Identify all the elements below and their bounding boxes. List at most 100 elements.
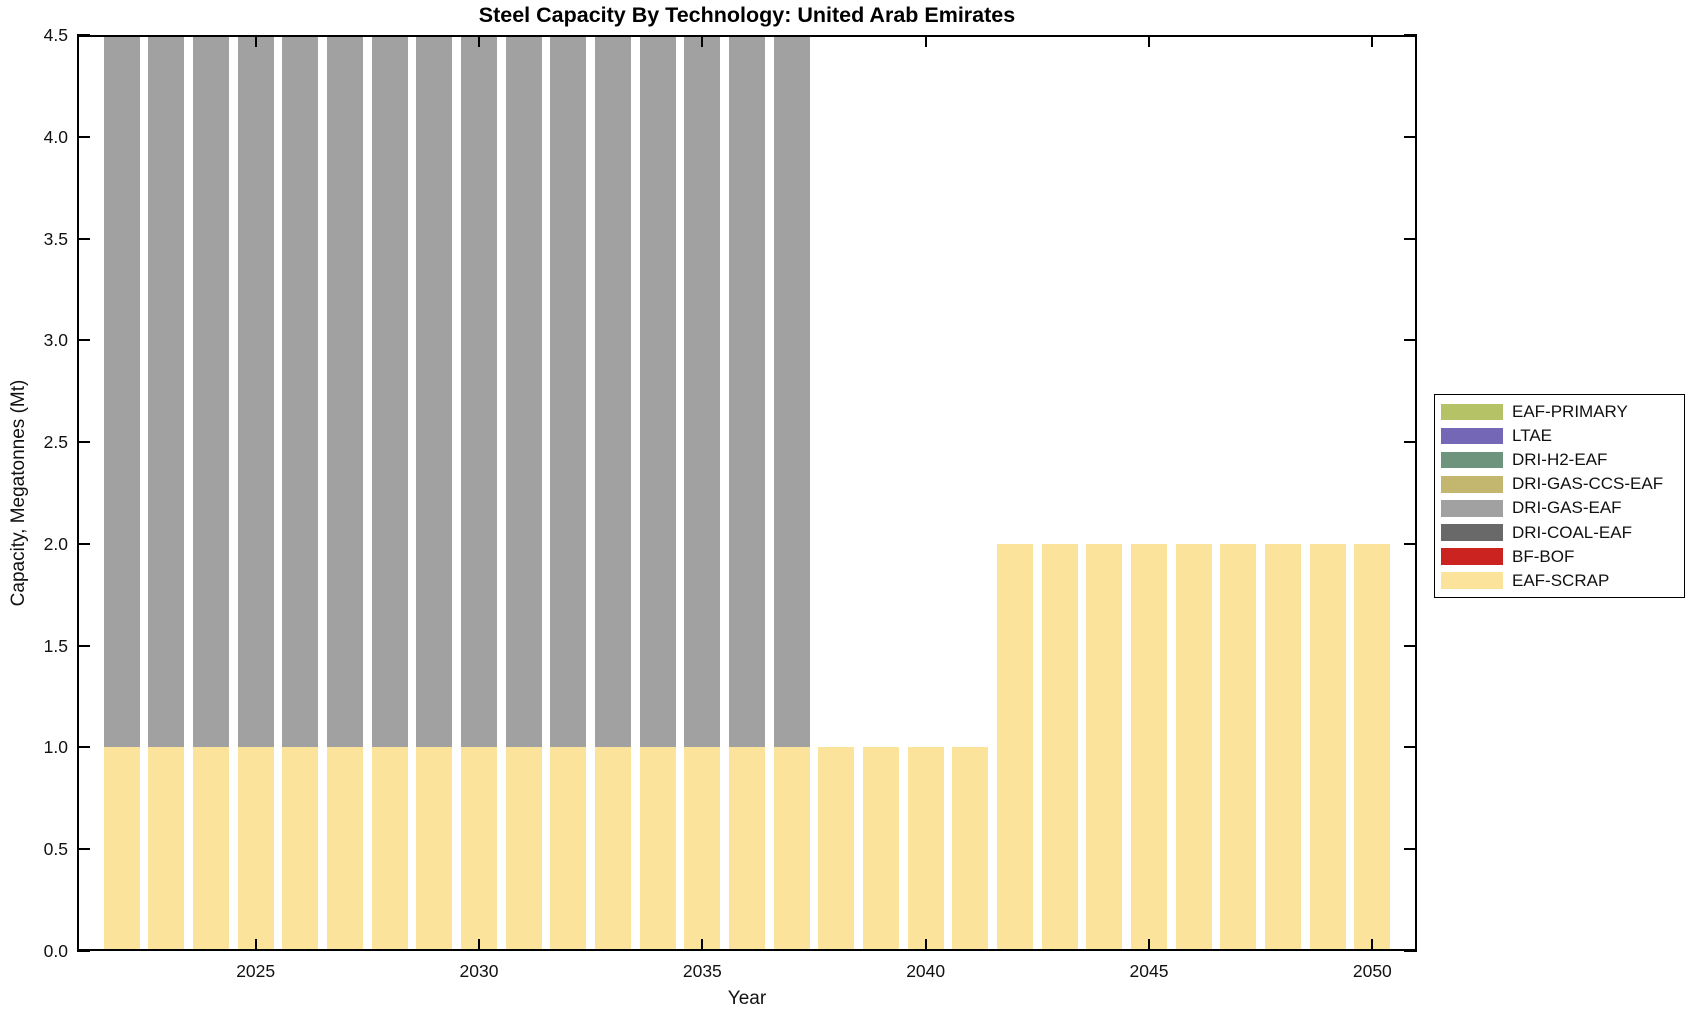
y-tick-left-2.5 — [77, 441, 90, 444]
y-tick-label-1.5: 1.5 — [43, 635, 68, 656]
x-tick-bottom-2030 — [478, 939, 480, 951]
x-tick-bottom-2050 — [1371, 939, 1374, 951]
y-tick-left-0.0 — [77, 950, 90, 952]
x-tick-label-2040: 2040 — [906, 961, 946, 981]
bar-EAF-SCRAP-2042 — [997, 543, 1033, 951]
bar-EAF-SCRAP-2029 — [416, 747, 453, 951]
y-tick-label-2.0: 2.0 — [43, 533, 68, 554]
y-tick-label-4.5: 4.5 — [43, 25, 68, 45]
bar-EAF-SCRAP-2039 — [863, 747, 899, 951]
y-tick-label-0.0: 0.0 — [43, 941, 68, 961]
legend-item-EAF-PRIMARY: EAF-PRIMARY — [1441, 400, 1684, 424]
bar-DRI-GAS-EAF-2035 — [684, 35, 721, 748]
bar-EAF-SCRAP-2046 — [1175, 543, 1212, 951]
bar-EAF-SCRAP-2022 — [103, 747, 140, 951]
bar-DRI-GAS-EAF-2027 — [327, 35, 363, 748]
x-tick-bottom-2035 — [701, 939, 704, 951]
x-tick-top-2035 — [701, 35, 704, 47]
chart-title: Steel Capacity By Technology: United Ara… — [478, 3, 1016, 27]
bar-EAF-SCRAP-2049 — [1309, 543, 1346, 951]
bar-EAF-SCRAP-2031 — [505, 747, 542, 951]
legend-swatch-DRI-COAL-EAF — [1441, 524, 1503, 541]
bar-DRI-GAS-EAF-2024 — [193, 35, 229, 748]
legend-item-DRI-H2-EAF: DRI-H2-EAF — [1441, 448, 1684, 472]
x-axis-label: Year — [727, 988, 767, 1009]
x-tick-bottom-2040 — [924, 939, 927, 951]
x-tick-label-2035: 2035 — [682, 961, 722, 981]
y-tick-left-3.5 — [77, 237, 90, 240]
y-tick-right-4.0 — [1404, 135, 1417, 138]
y-tick-right-0.0 — [1404, 950, 1417, 952]
legend: EAF-PRIMARY LTAE DRI-H2-EAF DRI-GAS-CCS-EAF… — [1434, 394, 1685, 598]
y-tick-left-2.0 — [77, 542, 90, 545]
plot-area — [77, 34, 1417, 952]
bar-EAF-SCRAP-2040 — [907, 747, 944, 951]
legend-swatch-EAF-PRIMARY — [1441, 403, 1503, 421]
y-tick-right-2.0 — [1404, 542, 1417, 545]
x-tick-top-2045 — [1148, 35, 1150, 47]
bar-DRI-GAS-EAF-2037 — [773, 35, 810, 748]
bar-EAF-SCRAP-2048 — [1265, 543, 1301, 951]
y-axis-label: Capacity, Megatonnes (Mt) — [8, 379, 29, 607]
legend-label: LTAE — [1512, 426, 1552, 446]
y-tick-left-0.5 — [77, 848, 90, 851]
y-tick-left-1.5 — [77, 644, 90, 647]
x-tick-label-2025: 2025 — [236, 961, 276, 981]
x-tick-label-2030: 2030 — [459, 961, 499, 981]
y-tick-label-2.5: 2.5 — [43, 432, 68, 453]
y-tick-label-0.5: 0.5 — [43, 839, 68, 860]
legend-swatch-EAF-SCRAP — [1441, 572, 1503, 589]
bar-EAF-SCRAP-2026 — [282, 747, 319, 951]
y-tick-right-1.5 — [1404, 644, 1417, 647]
bar-EAF-SCRAP-2045 — [1131, 543, 1167, 951]
bar-EAF-SCRAP-2023 — [148, 747, 185, 951]
bar-DRI-GAS-EAF-2034 — [639, 35, 676, 748]
legend-label: DRI-H2-EAF — [1512, 450, 1608, 470]
bar-EAF-SCRAP-2034 — [639, 747, 676, 951]
x-tick-top-2040 — [924, 35, 927, 47]
x-tick-label-2045: 2045 — [1129, 961, 1169, 981]
bar-DRI-GAS-EAF-2028 — [371, 35, 408, 748]
y-tick-right-2.5 — [1404, 441, 1417, 444]
y-tick-left-3.0 — [77, 339, 90, 342]
bar-EAF-SCRAP-2047 — [1220, 543, 1257, 951]
y-tick-label-3.5: 3.5 — [43, 228, 68, 249]
bar-DRI-GAS-EAF-2033 — [595, 35, 631, 748]
bar-EAF-SCRAP-2035 — [684, 747, 721, 951]
x-tick-top-2025 — [254, 35, 257, 47]
legend-swatch-BF-BOF — [1441, 548, 1503, 565]
legend-item-DRI-GAS-CCS-EAF: DRI-GAS-CCS-EAF — [1441, 472, 1684, 496]
legend-label: EAF-PRIMARY — [1512, 402, 1628, 422]
legend-swatch-DRI-H2-EAF — [1441, 451, 1503, 469]
bar-EAF-SCRAP-2033 — [595, 747, 631, 951]
x-tick-top-2050 — [1371, 35, 1374, 47]
y-tick-right-1.0 — [1404, 746, 1417, 749]
legend-swatch-DRI-GAS-EAF — [1441, 500, 1503, 517]
bar-EAF-SCRAP-2025 — [237, 747, 274, 951]
bar-EAF-SCRAP-2030 — [461, 747, 497, 951]
legend-item-EAF-SCRAP: EAF-SCRAP — [1441, 569, 1684, 593]
bar-EAF-SCRAP-2037 — [773, 747, 810, 951]
bar-DRI-GAS-EAF-2026 — [282, 35, 319, 748]
bar-EAF-SCRAP-2036 — [729, 747, 765, 951]
bar-EAF-SCRAP-2043 — [1041, 543, 1078, 951]
bar-EAF-SCRAP-2027 — [327, 747, 363, 951]
legend-label: DRI-GAS-EAF — [1512, 498, 1622, 518]
legend-item-DRI-GAS-EAF: DRI-GAS-EAF — [1441, 496, 1684, 520]
y-tick-label-1.0: 1.0 — [43, 737, 68, 758]
bar-EAF-SCRAP-2050 — [1354, 543, 1391, 951]
y-tick-left-4.0 — [77, 135, 90, 138]
legend-item-BF-BOF: BF-BOF — [1441, 545, 1684, 569]
x-tick-bottom-2025 — [254, 939, 257, 951]
x-tick-top-2030 — [478, 35, 480, 47]
legend-item-LTAE: LTAE — [1441, 424, 1684, 448]
y-tick-left-1.0 — [77, 746, 90, 749]
legend-swatch-LTAE — [1441, 427, 1503, 445]
legend-item-DRI-COAL-EAF: DRI-COAL-EAF — [1441, 520, 1684, 544]
bar-DRI-GAS-EAF-2031 — [505, 35, 542, 748]
bar-EAF-SCRAP-2041 — [952, 747, 989, 951]
bar-EAF-SCRAP-2038 — [818, 747, 855, 951]
y-tick-label-4.0: 4.0 — [43, 126, 68, 147]
y-tick-left-4.5 — [77, 34, 90, 36]
